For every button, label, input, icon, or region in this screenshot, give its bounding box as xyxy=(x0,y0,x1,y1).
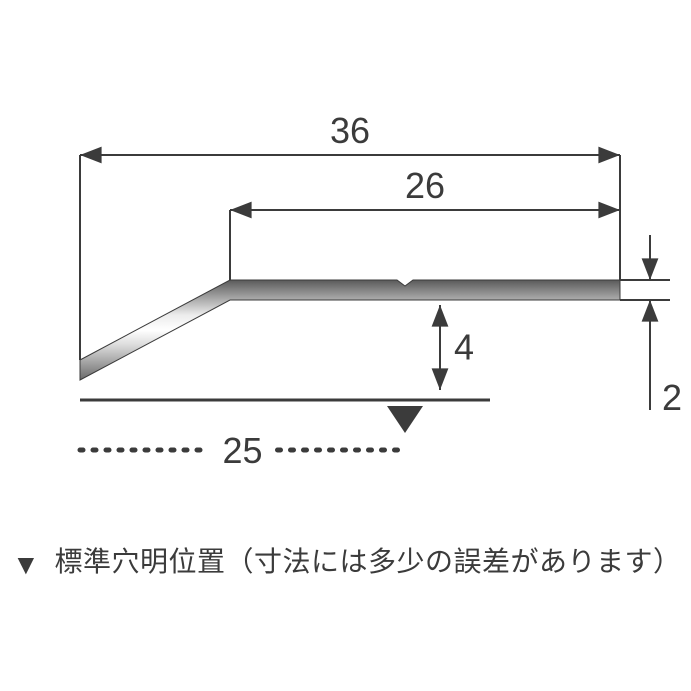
dimension-thickness xyxy=(642,235,659,410)
triangle-down-icon: ▼ xyxy=(12,549,40,581)
dim-label-26: 26 xyxy=(405,165,445,206)
dim-label-36: 36 xyxy=(330,110,370,151)
footnote-caption: ▼ 標準穴明位置（寸法には多少の誤差があります） xyxy=(0,540,691,580)
caption-text: 標準穴明位置（寸法には多少の誤差があります） xyxy=(55,546,682,577)
hole-position-marker xyxy=(387,406,423,433)
technical-drawing: 36 26 4 2 25 xyxy=(0,0,691,691)
dim-label-25: 25 xyxy=(222,430,262,471)
profile-cross-section xyxy=(80,280,620,380)
dim-label-2: 2 xyxy=(662,377,682,418)
dim-label-4: 4 xyxy=(454,327,474,368)
dimension-step-height xyxy=(432,305,449,390)
diagram-root: 36 26 4 2 25 ▼ 標準穴明位置（寸法には多少の誤差があります） xyxy=(0,0,691,691)
